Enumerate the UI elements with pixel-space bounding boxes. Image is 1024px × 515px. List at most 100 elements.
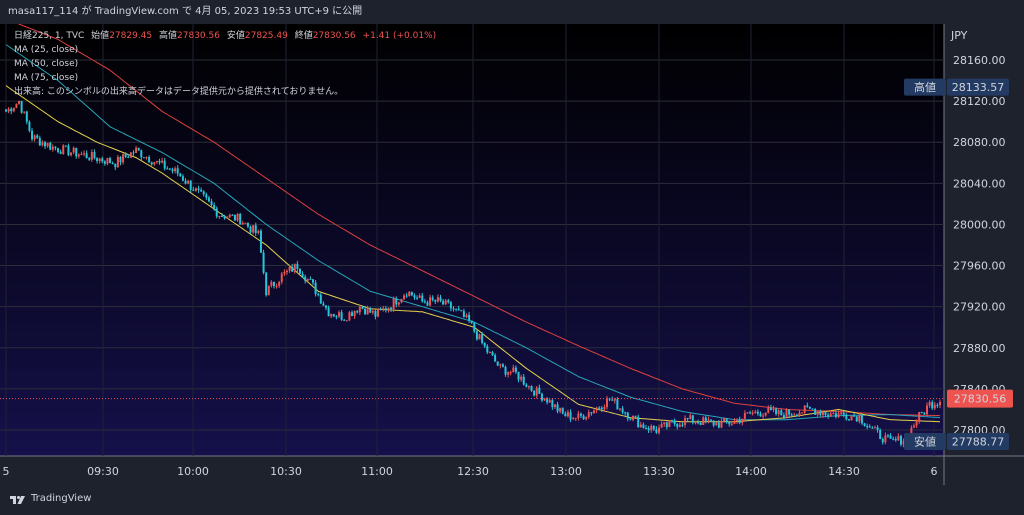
candle-body	[525, 384, 528, 387]
candle-body	[103, 161, 106, 164]
candle-body	[296, 263, 299, 269]
candle	[257, 229, 260, 235]
candle	[127, 154, 130, 159]
candle-body	[309, 278, 312, 280]
candle	[772, 405, 775, 413]
candle-body	[936, 404, 939, 406]
candle-body	[181, 176, 184, 181]
candle-body	[782, 415, 785, 419]
candle	[892, 436, 895, 441]
candle	[751, 410, 754, 416]
candle-body	[155, 160, 158, 163]
candle	[507, 371, 510, 378]
legend-volume-note: 出来高: このシンボルの出来高データはデータ提供元から提供されておりません。	[14, 85, 343, 97]
candle-body	[897, 436, 900, 441]
candle-body	[780, 410, 783, 416]
candle-body	[806, 405, 809, 407]
candle	[478, 333, 481, 340]
candle-body	[488, 352, 491, 354]
candle	[587, 409, 590, 419]
candle-body	[358, 306, 361, 313]
candle	[579, 412, 582, 419]
candle	[434, 299, 437, 304]
candle	[650, 424, 653, 433]
candle-body	[423, 301, 426, 303]
candle-body	[366, 308, 369, 315]
candle	[200, 187, 203, 193]
candle-body	[772, 408, 775, 410]
candle	[548, 398, 551, 403]
candle-body	[36, 135, 39, 139]
candle-body	[860, 415, 863, 424]
legend-ma25: MA (25, close)	[14, 45, 78, 55]
candle	[377, 308, 380, 318]
candle	[228, 213, 231, 218]
candle	[574, 417, 577, 422]
candle	[51, 144, 54, 152]
candle	[15, 103, 18, 109]
candle-body	[49, 143, 52, 150]
tradingview-brand-text: TradingView	[31, 493, 92, 504]
time-tick-label: 10:00	[177, 465, 209, 478]
price-tick-label: 28040.00	[953, 177, 1006, 190]
candle-body	[697, 422, 700, 424]
candle-body	[871, 427, 874, 429]
candle-body	[319, 294, 322, 304]
candle	[390, 306, 393, 312]
candle-body	[96, 158, 99, 162]
candle-body	[200, 189, 203, 192]
tradingview-brand[interactable]: TradingView	[10, 493, 91, 504]
candle-body	[25, 111, 28, 122]
candle	[400, 298, 403, 304]
candle	[920, 411, 923, 414]
legend: 日経225, 1, TVC 始値27829.45 高値27830.56 安値27…	[14, 29, 436, 97]
candle	[712, 420, 715, 428]
candle-body	[218, 215, 221, 217]
candle-body	[187, 180, 190, 184]
candle	[717, 420, 720, 429]
candle	[293, 263, 296, 274]
candle	[572, 416, 575, 420]
candle-body	[77, 154, 80, 157]
candle-body	[291, 266, 294, 272]
candle-body	[470, 320, 473, 323]
candle-body	[462, 311, 465, 318]
candle-body	[655, 429, 658, 433]
candle-body	[756, 411, 759, 414]
candle	[509, 370, 512, 376]
legend-close-value: 27830.56	[313, 31, 356, 41]
candle	[153, 161, 156, 166]
candle-body	[351, 312, 354, 317]
high-marker-label-bg	[904, 78, 946, 96]
candle	[868, 424, 871, 428]
candle-body	[694, 422, 697, 424]
attribution-bar: masa117_114 が TradingView.com で 4月 05, 2…	[0, 0, 1024, 24]
candle	[132, 150, 135, 156]
candle-body	[374, 311, 377, 317]
chart-svg[interactable]: 28160.00 28120.00 28080.00 28040.00 28000.00…	[0, 18, 1024, 485]
candle	[239, 212, 242, 225]
candle	[408, 291, 411, 297]
candle-body	[569, 412, 572, 420]
candle-body	[44, 142, 47, 147]
candle	[491, 350, 494, 356]
candle	[884, 432, 887, 445]
candle-body	[793, 414, 796, 416]
candle-body	[629, 418, 632, 420]
candle	[298, 268, 301, 274]
candle	[637, 414, 640, 428]
candle	[613, 397, 616, 404]
candle	[499, 363, 502, 369]
candle-body	[46, 143, 49, 147]
price-chart[interactable]: 28160.00 28120.00 28080.00 28040.00 28000.00…	[0, 18, 1024, 485]
candle	[923, 412, 926, 415]
candle-body	[174, 168, 177, 172]
candle-body	[54, 146, 57, 149]
candle-body	[788, 409, 791, 415]
candle-body	[777, 410, 780, 415]
candle-body	[621, 408, 624, 413]
candle-body	[775, 408, 778, 415]
candle-body	[444, 300, 447, 305]
candle-body	[543, 398, 546, 401]
candle	[103, 160, 106, 166]
